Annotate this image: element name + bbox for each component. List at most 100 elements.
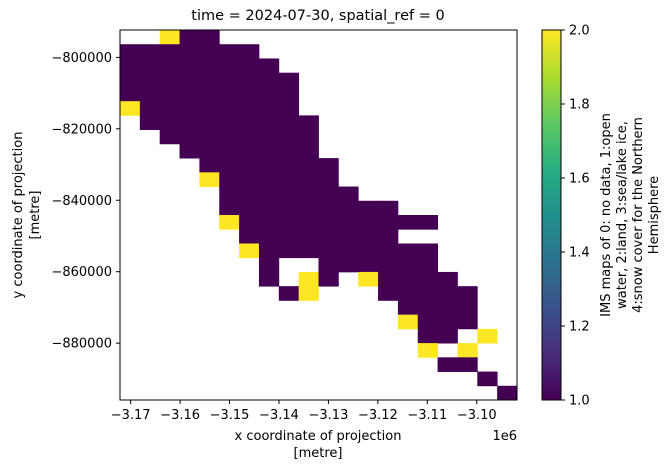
heatmap-cell bbox=[258, 72, 280, 88]
heatmap-cell bbox=[417, 314, 438, 330]
heatmap-cell bbox=[239, 158, 260, 173]
heatmap-cell bbox=[298, 243, 319, 259]
heatmap-cell bbox=[298, 158, 319, 173]
heatmap-cell bbox=[179, 86, 200, 102]
colorbar-tick-label: 2.0 bbox=[569, 24, 590, 39]
heatmap-cell bbox=[199, 44, 220, 59]
x-tick-label: −3.16 bbox=[160, 408, 200, 423]
heatmap-cell bbox=[258, 58, 280, 74]
heatmap-cell bbox=[278, 86, 300, 102]
heatmap-cell bbox=[219, 72, 240, 88]
heatmap-cell bbox=[318, 215, 339, 230]
colorbar-tick-label: 1.2 bbox=[569, 320, 590, 335]
heatmap-cell bbox=[199, 143, 220, 159]
heatmap-cell bbox=[159, 86, 180, 102]
heatmap-cell bbox=[338, 200, 359, 216]
heatmap-cell bbox=[338, 243, 359, 259]
y-tick-label: −820000 bbox=[51, 122, 112, 137]
colorbar-tick-label: 1.0 bbox=[569, 394, 590, 409]
heatmap-cell bbox=[298, 200, 319, 216]
heatmap-cell bbox=[358, 243, 379, 259]
heatmap-cell bbox=[239, 229, 260, 244]
heatmap-cell bbox=[278, 200, 300, 216]
x-axis-label-line1: x coordinate of projection bbox=[235, 429, 402, 444]
heatmap-cell bbox=[358, 215, 379, 230]
heatmap-cell bbox=[338, 186, 359, 202]
colorbar-label-line3: 4:snow cover for the Northern bbox=[631, 117, 646, 313]
x-tick-label: −3.11 bbox=[407, 408, 447, 423]
heatmap-cell bbox=[318, 186, 339, 202]
heatmap-cell bbox=[159, 115, 180, 131]
heatmap-cell bbox=[159, 72, 180, 88]
heatmap-cell bbox=[378, 243, 399, 259]
heatmap-cell bbox=[239, 44, 260, 59]
heatmap-cell bbox=[219, 115, 240, 131]
heatmap-cell bbox=[199, 101, 220, 116]
heatmap-cell bbox=[258, 158, 280, 173]
heatmap-cell bbox=[278, 129, 300, 145]
heatmap-cell bbox=[120, 86, 141, 102]
heatmap-cell bbox=[219, 158, 240, 173]
heatmap-cell bbox=[417, 328, 438, 344]
heatmap-cell bbox=[397, 243, 419, 259]
colorbar-tick-label: 1.6 bbox=[569, 172, 590, 187]
colorbar-axis: 1.0 1.2 1.4 1.6 1.8 2.0 bbox=[561, 24, 590, 409]
heatmap-cell bbox=[120, 72, 141, 88]
heatmap-cell bbox=[318, 229, 339, 244]
heatmap-cell bbox=[417, 286, 438, 301]
heatmap-cell bbox=[437, 286, 458, 301]
heatmap-cell bbox=[199, 172, 220, 187]
heatmap-cell bbox=[397, 215, 419, 230]
colorbar-label-line4: Hemisphere bbox=[647, 176, 662, 254]
heatmap-cells bbox=[120, 30, 518, 401]
heatmap-cell bbox=[417, 215, 438, 230]
heatmap-cell bbox=[239, 143, 260, 159]
heatmap-cell bbox=[397, 286, 419, 301]
heatmap-cell bbox=[120, 44, 141, 59]
heatmap-cell bbox=[219, 129, 240, 145]
heatmap-cell bbox=[239, 186, 260, 202]
heatmap-cell bbox=[417, 343, 438, 358]
heatmap-cell bbox=[239, 58, 260, 74]
heatmap-cell bbox=[358, 271, 379, 287]
heatmap-cell bbox=[179, 58, 200, 74]
heatmap-cell bbox=[139, 58, 161, 74]
heatmap-cell bbox=[179, 72, 200, 88]
heatmap-cell bbox=[199, 129, 220, 145]
heatmap-cell bbox=[159, 129, 180, 145]
heatmap-cell bbox=[397, 271, 419, 287]
heatmap-cell bbox=[258, 257, 280, 273]
heatmap-cell bbox=[139, 86, 161, 102]
heatmap-cell bbox=[278, 286, 300, 301]
colorbar-tick-label: 1.4 bbox=[569, 246, 590, 261]
heatmap-cell bbox=[258, 200, 280, 216]
heatmap-cell bbox=[417, 257, 438, 273]
heatmap-cell bbox=[298, 172, 319, 187]
heatmap-cell bbox=[258, 172, 280, 187]
y-tick-label: −880000 bbox=[51, 337, 112, 352]
heatmap-cell bbox=[219, 44, 240, 59]
heatmap-cell bbox=[239, 129, 260, 145]
colorbar-tick-label: 1.8 bbox=[569, 98, 590, 113]
heatmap-cell bbox=[199, 86, 220, 102]
heatmap-cell bbox=[378, 271, 399, 287]
heatmap-cell bbox=[278, 215, 300, 230]
heatmap-cell bbox=[457, 357, 478, 372]
heatmap-cell bbox=[437, 357, 458, 372]
heatmap-cell bbox=[239, 172, 260, 187]
heatmap-cell bbox=[278, 101, 300, 116]
y-tick-label: −800000 bbox=[51, 51, 112, 66]
heatmap-cell bbox=[239, 86, 260, 102]
heatmap-cell bbox=[318, 200, 339, 216]
heatmap-cell bbox=[417, 271, 438, 287]
heatmap-cell bbox=[219, 215, 240, 230]
heatmap-cell bbox=[378, 215, 399, 230]
colorbar-label-line2: water, 2:land, 3:sea/lake ice, bbox=[615, 121, 630, 309]
x-offset-label: 1e6 bbox=[492, 429, 517, 444]
x-axis: −3.17 −3.16 −3.15 −3.14 −3.13 −3.12 −3.11 −3.10 bbox=[111, 400, 497, 423]
heatmap-cell bbox=[258, 186, 280, 202]
heatmap-cell bbox=[378, 286, 399, 301]
heatmap-cell bbox=[258, 86, 280, 102]
heatmap-cell bbox=[239, 200, 260, 216]
